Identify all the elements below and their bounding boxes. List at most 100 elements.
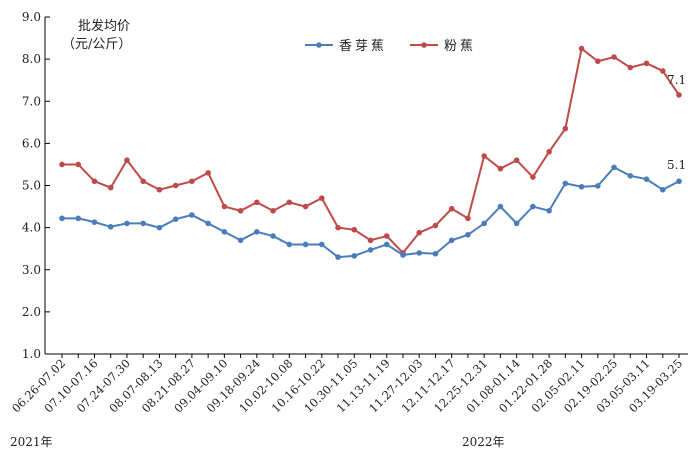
data-point — [75, 161, 82, 168]
data-point — [530, 174, 536, 180]
data-point — [627, 64, 634, 71]
legend-marker-fenjiao — [421, 42, 427, 48]
data-point — [221, 203, 228, 210]
legend-marker-xiangyajiao — [316, 42, 322, 48]
data-point — [302, 203, 309, 210]
data-point — [546, 207, 552, 214]
data-point — [643, 60, 650, 67]
data-point — [172, 216, 179, 222]
data-point — [676, 178, 682, 185]
y-tick-label: 1.0 — [22, 347, 41, 361]
year-label-2021: 2021年 — [10, 435, 53, 449]
series-line-xiangyajiao — [62, 166, 680, 259]
data-point — [254, 199, 260, 206]
data-point — [595, 183, 601, 189]
data-point — [497, 203, 504, 210]
data-point — [189, 212, 195, 218]
data-point — [237, 237, 244, 244]
data-point — [611, 54, 617, 60]
y-tick-label: 4.0 — [22, 221, 41, 235]
data-point — [124, 220, 130, 227]
data-point — [91, 219, 98, 225]
data-point — [530, 203, 536, 210]
data-point — [140, 178, 146, 185]
data-point — [400, 252, 406, 258]
data-point — [221, 229, 228, 235]
data-point — [107, 184, 114, 191]
data-point — [75, 215, 82, 222]
y-axis-title-line1: 批发均价 — [78, 18, 130, 34]
data-point — [59, 161, 65, 168]
data-point — [416, 250, 423, 256]
data-point — [513, 157, 520, 164]
y-tick-label: 9.0 — [22, 10, 41, 24]
data-point — [318, 195, 325, 201]
data-point — [383, 241, 390, 248]
data-point — [643, 176, 650, 182]
data-label-xiangyajiao-last: 5.1 — [667, 158, 686, 172]
y-tick-label: 8.0 — [22, 52, 41, 66]
data-point — [237, 207, 244, 214]
data-point — [286, 199, 293, 206]
data-label-fenjiao-last: 7.1 — [667, 73, 686, 87]
data-point — [578, 45, 585, 52]
data-point — [335, 224, 341, 231]
y-tick-label: 7.0 — [22, 94, 41, 108]
data-point — [383, 233, 390, 239]
data-point — [432, 250, 439, 257]
data-point — [481, 153, 487, 159]
data-point — [335, 254, 341, 260]
data-point — [270, 233, 276, 239]
y-tick-label: 2.0 — [22, 305, 41, 319]
data-point — [432, 222, 439, 229]
data-point — [367, 237, 374, 244]
legend: 香芽蕉 粉蕉 — [305, 39, 473, 54]
data-point — [546, 149, 552, 155]
data-point — [156, 186, 163, 193]
data-point — [91, 178, 98, 185]
data-point — [189, 178, 195, 185]
data-point — [286, 241, 293, 248]
data-point — [448, 205, 455, 212]
data-point — [448, 237, 455, 244]
data-point — [416, 229, 423, 236]
y-axis-title-line2: （元/公斤） — [62, 37, 131, 52]
data-point — [367, 247, 374, 253]
series-line-fenjiao — [62, 46, 680, 255]
y-tick-label: 6.0 — [22, 136, 41, 150]
data-point — [659, 186, 666, 193]
data-point — [270, 207, 276, 214]
data-point — [578, 183, 585, 190]
data-point — [562, 180, 569, 187]
data-point — [465, 215, 471, 222]
data-point — [351, 226, 358, 233]
data-point — [562, 125, 569, 132]
data-point — [124, 157, 130, 164]
data-point — [513, 220, 520, 227]
data-point — [172, 182, 179, 189]
data-point — [156, 224, 163, 231]
data-point — [595, 58, 601, 65]
data-point — [497, 165, 504, 172]
data-point — [107, 223, 114, 230]
data-point — [254, 229, 260, 235]
data-point — [351, 253, 358, 259]
data-point — [302, 241, 309, 248]
data-point — [318, 241, 325, 248]
data-point — [205, 170, 211, 176]
data-point — [611, 164, 617, 171]
data-point — [205, 220, 211, 227]
data-point — [59, 215, 65, 222]
data-point — [659, 68, 666, 74]
data-point — [627, 173, 634, 179]
data-point — [465, 231, 471, 238]
data-point — [140, 220, 146, 227]
year-label-2022: 2022年 — [462, 435, 505, 449]
data-point — [481, 220, 487, 227]
y-tick-label: 3.0 — [22, 263, 41, 277]
legend-label-xiangyajiao: 香芽蕉 — [339, 39, 387, 54]
data-point — [676, 92, 682, 98]
y-tick-label: 5.0 — [22, 179, 41, 193]
